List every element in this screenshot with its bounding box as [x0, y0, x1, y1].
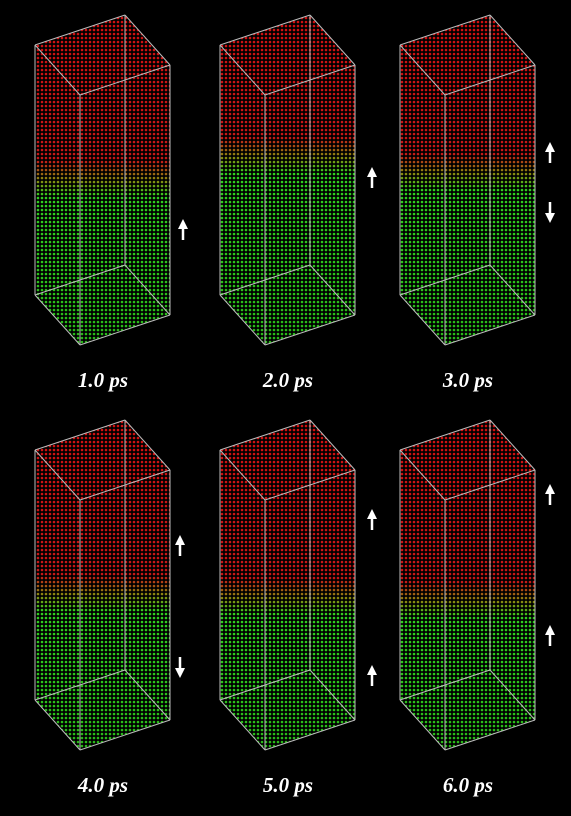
atoms — [35, 420, 170, 750]
time-label: 6.0 ps — [443, 773, 493, 797]
page: 1.0 ps2.0 ps3.0 ps4.0 ps5.0 ps6.0 ps (()… — [0, 0, 571, 816]
atoms — [220, 15, 355, 345]
atoms — [35, 15, 170, 345]
atoms — [400, 420, 535, 750]
time-label: 3.0 ps — [442, 368, 493, 392]
time-label: 4.0 ps — [77, 773, 128, 797]
time-label: 1.0 ps — [78, 368, 128, 392]
atoms — [220, 420, 355, 750]
time-label: 5.0 ps — [263, 773, 313, 797]
figure: 1.0 ps 2.0 ps 3.0 ps 4.0 ps 5.0 ps 6.0 ps — [0, 0, 571, 816]
atoms — [400, 15, 535, 345]
time-label: 2.0 ps — [262, 368, 313, 392]
